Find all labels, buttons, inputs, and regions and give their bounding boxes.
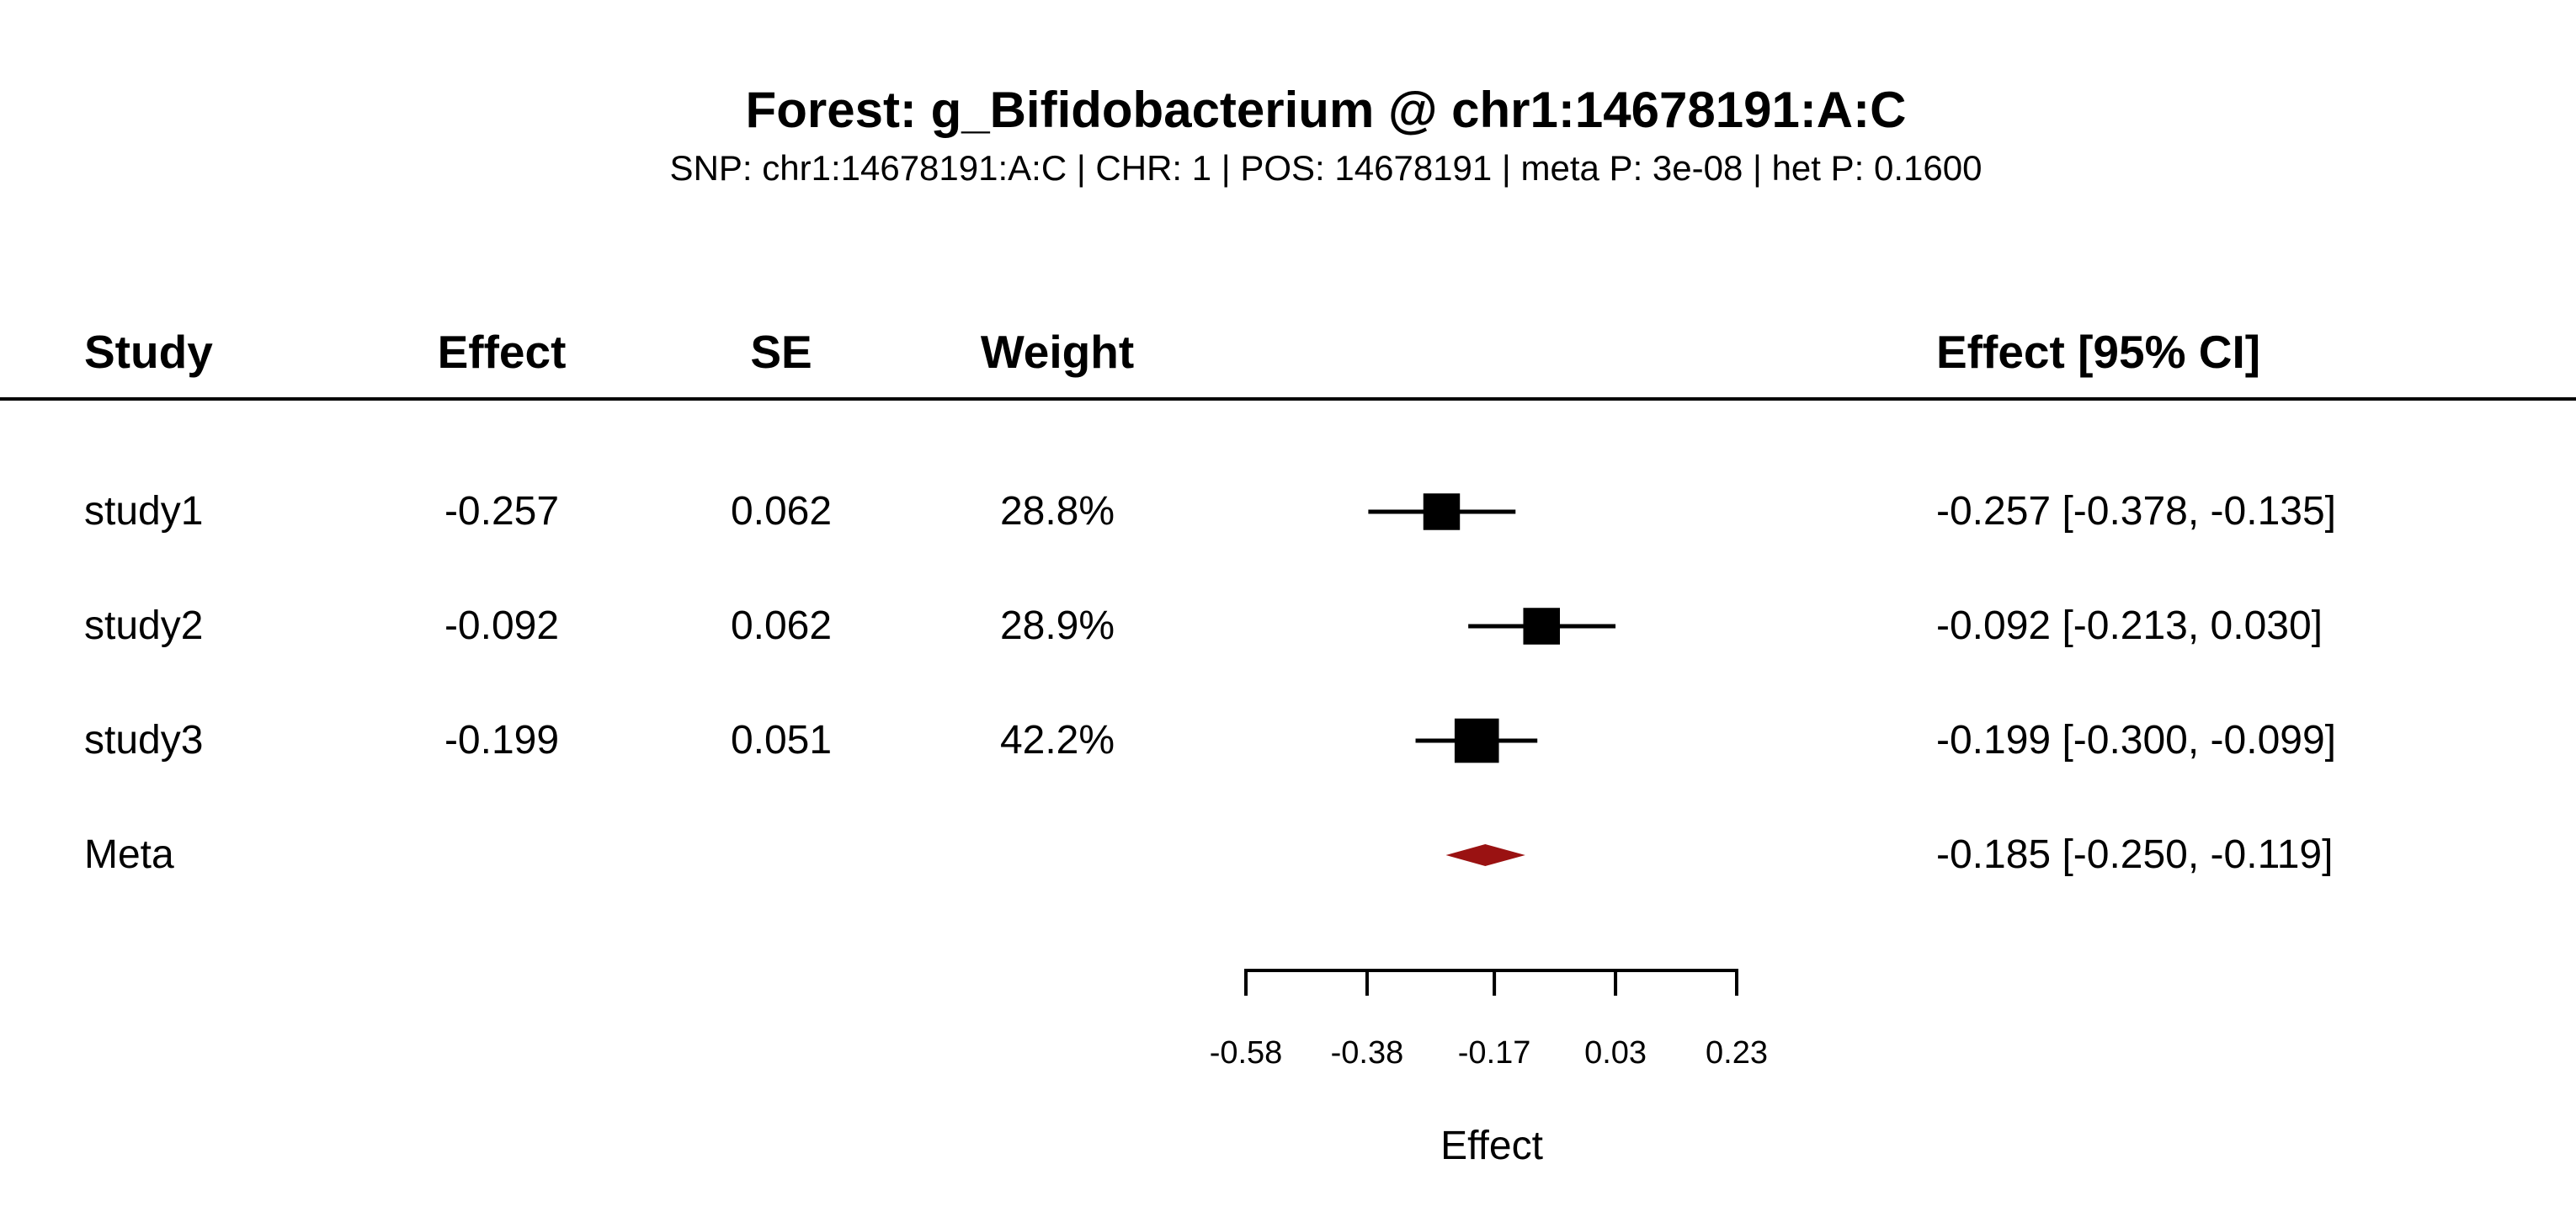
x-axis-tick-label: -0.38 [1331, 1035, 1404, 1071]
effect-cell: -0.257 [444, 489, 560, 534]
header-rule [0, 397, 2576, 401]
ci-cell: -0.199 [-0.300, -0.099] [1936, 718, 2336, 763]
ci-cell: -0.257 [-0.378, -0.135] [1936, 489, 2336, 534]
x-axis-tick-label: 0.03 [1584, 1035, 1647, 1071]
weight-cell: 28.9% [999, 603, 1115, 648]
effect-square-study1 [1423, 493, 1461, 530]
study-name-cell: Meta [84, 832, 174, 877]
study-name-cell: study1 [84, 489, 204, 534]
se-cell: 0.062 [730, 489, 833, 534]
plot-subtitle: SNP: chr1:14678191:A:C | CHR: 1 | POS: 1… [669, 148, 1983, 188]
se-cell: 0.051 [730, 718, 833, 763]
x-axis-tick-label: -0.17 [1458, 1035, 1531, 1071]
meta-diamond [1445, 844, 1525, 866]
x-axis-tick-label: 0.23 [1706, 1035, 1768, 1071]
effect-cell: -0.199 [444, 718, 560, 763]
se-cell: 0.062 [730, 603, 833, 648]
ci-column-header: Effect [95% CI] [1936, 326, 2261, 378]
plot-title: Forest: g_Bifidobacterium @ chr1:1467819… [745, 82, 1907, 138]
se-column-header: SE [750, 326, 812, 378]
effect-square-study2 [1523, 608, 1561, 645]
ci-cell: -0.092 [-0.213, 0.030] [1936, 603, 2323, 648]
study-name-cell: study3 [84, 718, 204, 763]
study-name-cell: study2 [84, 603, 204, 648]
x-axis-tick-label: -0.58 [1210, 1035, 1283, 1071]
effect-square-study3 [1454, 718, 1499, 763]
ci-cell: -0.185 [-0.250, -0.119] [1936, 832, 2334, 877]
weight-cell: 42.2% [999, 718, 1115, 763]
study-column-header: Study [84, 326, 213, 378]
x-axis-label: Effect [1440, 1124, 1543, 1168]
weight-column-header: Weight [980, 326, 1135, 378]
weight-cell: 28.8% [999, 489, 1115, 534]
effect-column-header: Effect [437, 326, 567, 378]
effect-cell: -0.092 [444, 603, 560, 648]
